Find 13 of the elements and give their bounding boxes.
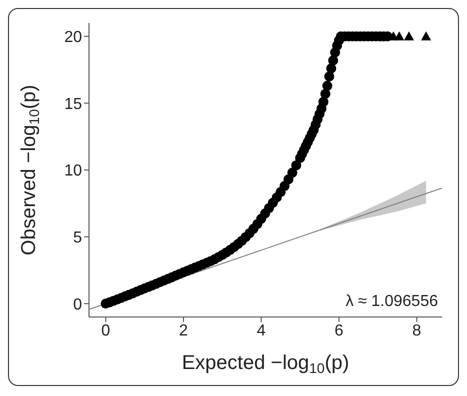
annotation: λ ≈ 1.096556 — [346, 293, 438, 311]
x-axis-title: Expected −log$_{10}$(p) — [182, 352, 350, 376]
y-tick-label: 0 — [73, 296, 82, 314]
x-tick-label: 8 — [412, 322, 422, 340]
line-series — [89, 188, 442, 310]
x-tick-label: 0 — [101, 322, 110, 340]
y-tick-label: 15 — [64, 96, 82, 113]
x-tick-label: 2 — [179, 322, 188, 340]
x-tick-label: 4 — [256, 322, 266, 340]
y-tick-label: 10 — [64, 162, 82, 180]
y-tick-label: 20 — [64, 29, 82, 46]
y-tick-label: 5 — [73, 230, 82, 246]
x-tick-label: 6 — [334, 322, 344, 340]
